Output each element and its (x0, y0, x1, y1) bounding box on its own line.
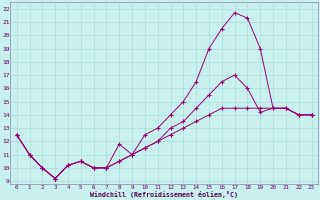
X-axis label: Windchill (Refroidissement éolien,°C): Windchill (Refroidissement éolien,°C) (90, 191, 238, 198)
